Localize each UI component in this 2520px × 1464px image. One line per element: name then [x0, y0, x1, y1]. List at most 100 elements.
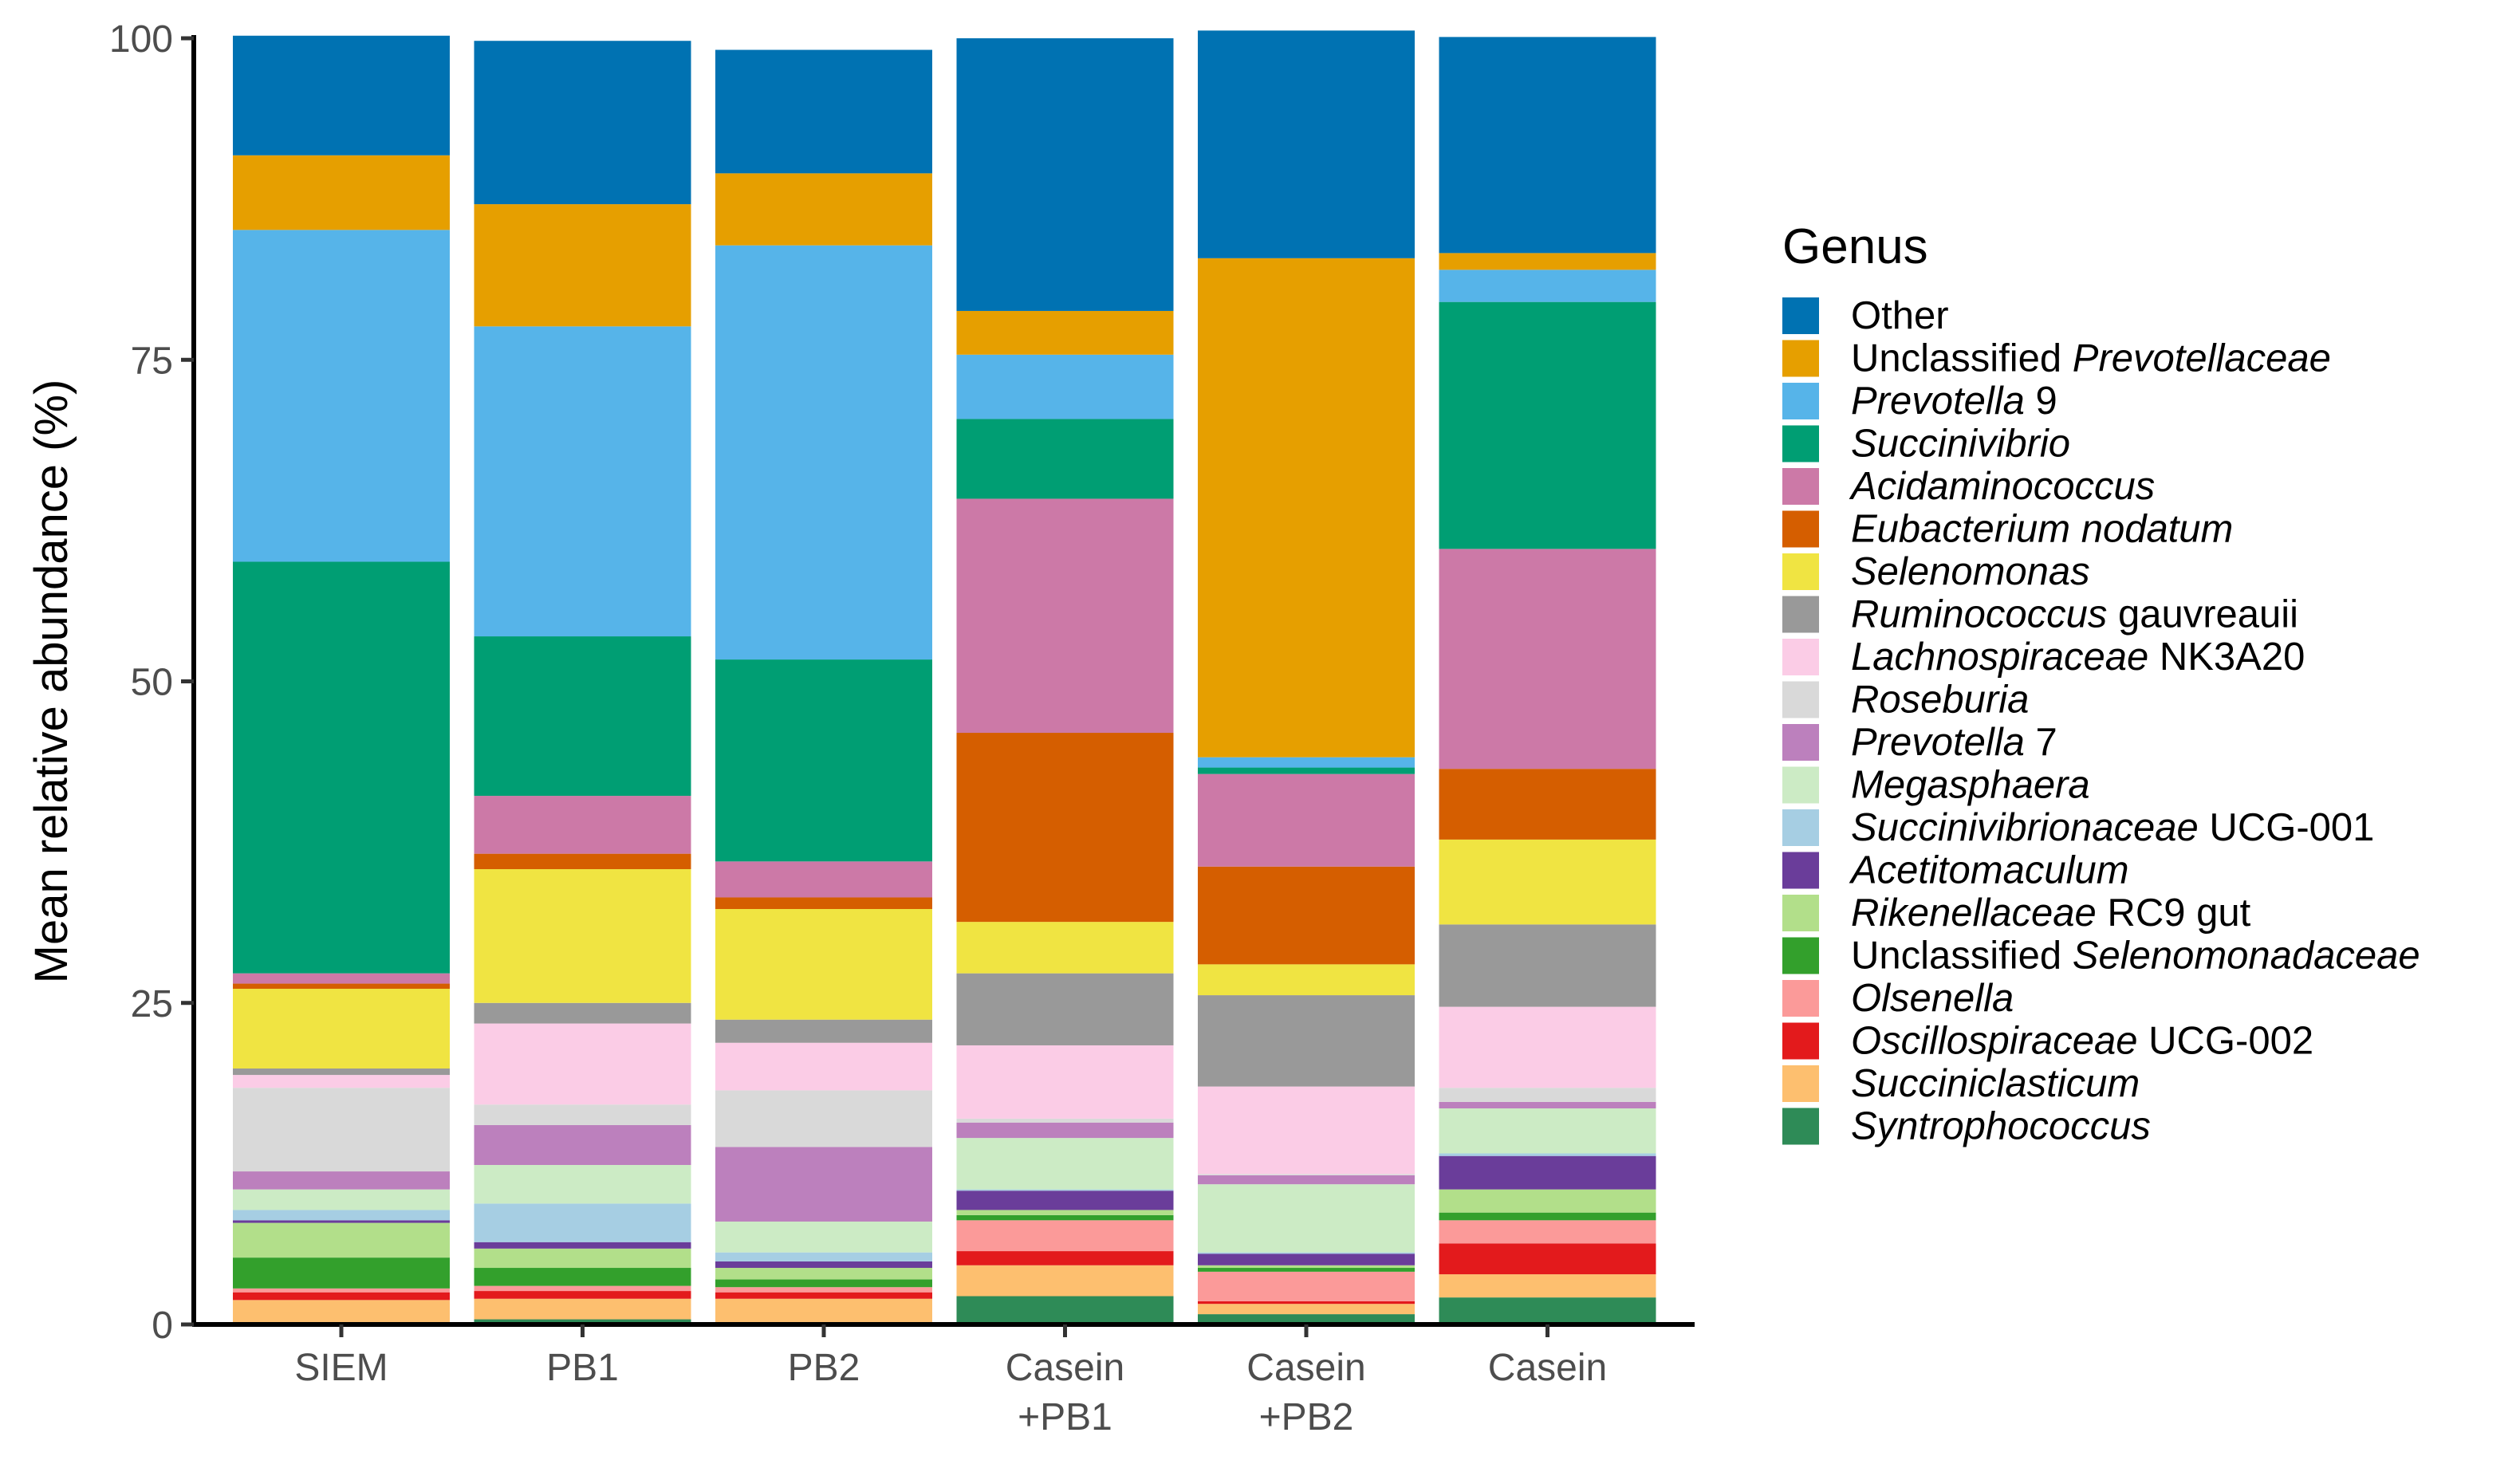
legend-item-eubacterium-nodatum: Eubacterium nodatum — [1782, 508, 2233, 551]
bar-segment-casein-pb2-unclassified-selenomonadaceae — [1198, 1268, 1415, 1272]
legend-swatch — [1782, 937, 1819, 974]
bar-segment-pb2-other — [715, 49, 932, 174]
bar-segment-siem-unclassified-selenomonadaceae — [233, 1257, 450, 1289]
legend-label: Prevotella 7 — [1851, 721, 2057, 764]
bar-segment-siem-unclassified-prevotellaceae — [233, 155, 450, 230]
bar-segment-casein-pb1-lachnospiraceae-nk3a20 — [956, 1045, 1174, 1119]
y-tick-label: 100 — [109, 18, 173, 61]
bar-segment-siem-roseburia — [233, 1088, 450, 1172]
bar-segment-casein-pb1-prevotella-7 — [956, 1122, 1174, 1139]
legend-swatch — [1782, 895, 1819, 931]
bar-segment-pb1-prevotella-7 — [474, 1124, 691, 1165]
legend-label: Lachnospiraceae NK3A20 — [1851, 636, 2305, 679]
bar-segment-casein-other — [1439, 37, 1656, 254]
bar-segment-pb2-rikenellaceae-rc9-gut — [715, 1268, 932, 1280]
bar-segment-siem-selenomonas — [233, 989, 450, 1069]
bar-segment-pb1-olsenella — [474, 1285, 691, 1292]
bar-segment-pb2-succiniclasticum — [715, 1298, 932, 1324]
bar-segment-casein-selenomonas — [1439, 839, 1656, 925]
legend-label: Succiniclasticum — [1851, 1062, 2140, 1105]
bar-segment-pb1-succinivibrionaceae-ucg-001 — [474, 1203, 691, 1242]
bar-segment-casein-pb2-roseburia — [1198, 1174, 1415, 1175]
x-tick-label-siem: SIEM — [294, 1347, 388, 1389]
legend-label: Rikenellaceae RC9 gut — [1851, 891, 2251, 935]
bar-segment-casein-pb2-selenomonas — [1198, 964, 1415, 996]
y-tick-label: 25 — [131, 983, 173, 1025]
legend-swatch — [1782, 383, 1819, 419]
bars-layer — [233, 30, 1656, 1324]
bar-segment-casein-roseburia — [1439, 1088, 1656, 1102]
bar-segment-casein-pb1-olsenella — [956, 1220, 1174, 1252]
legend-swatch — [1782, 852, 1819, 889]
bar-segment-pb2-ruminococcus-gauvreauii — [715, 1019, 932, 1043]
bar-segment-casein-pb2-succinivibrio — [1198, 767, 1415, 774]
bar-segment-pb1-lachnospiraceae-nk3a20 — [474, 1023, 691, 1105]
bar-segment-pb2-lachnospiraceae-nk3a20 — [715, 1042, 932, 1091]
bar-segment-casein-pb2-acetitomaculum — [1198, 1253, 1415, 1265]
y-tick-label: 75 — [131, 340, 173, 382]
bar-segment-pb2-megasphaera — [715, 1221, 932, 1253]
legend-swatch — [1782, 681, 1819, 718]
legend-swatch — [1782, 340, 1819, 377]
bar-segment-pb2-selenomonas — [715, 909, 932, 1020]
bar-segment-casein-pb2-prevotella-9 — [1198, 757, 1415, 768]
legend-label: Acetitomaculum — [1849, 849, 2129, 892]
bar-segment-pb1-rikenellaceae-rc9-gut — [474, 1248, 691, 1269]
bar-segment-casein-pb1-acetitomaculum — [956, 1190, 1174, 1210]
bar-segment-casein-pb1-selenomonas — [956, 922, 1174, 974]
legend-item-acetitomaculum: Acetitomaculum — [1782, 849, 2129, 892]
legend-item-succinivibrionaceae-ucg-001: Succinivibrionaceae UCG-001 — [1782, 806, 2374, 849]
legend-label: Acidaminococcus — [1849, 465, 2155, 508]
legend-swatch — [1782, 553, 1819, 590]
bar-segment-siem-prevotella-7 — [233, 1171, 450, 1190]
legend-swatch — [1782, 297, 1819, 334]
bar-segment-casein-pb1-succinivibrionaceae-ucg-001 — [956, 1189, 1174, 1191]
bar-segment-pb2-prevotella-7 — [715, 1147, 932, 1222]
bar-segment-casein-pb1-ruminococcus-gauvreauii — [956, 973, 1174, 1045]
bar-segment-pb1-prevotella-9 — [474, 326, 691, 637]
y-axis-title: Mean relative abundance (%) — [26, 380, 77, 984]
legend-item-ruminococcus-gauvreauii: Ruminococcus gauvreauii — [1782, 593, 2298, 636]
bar-segment-pb1-oscillospiraceae-ucg-002 — [474, 1291, 691, 1299]
bar-stack-siem — [233, 35, 450, 1324]
bar-segment-siem-succinivibrio — [233, 561, 450, 974]
legend-item-other: Other — [1782, 294, 1949, 337]
bar-segment-casein-pb1-roseburia — [956, 1118, 1174, 1123]
legend-label: Other — [1851, 294, 1949, 337]
bar-segment-pb1-syntrophococcus — [474, 1319, 691, 1324]
y-tick-label: 50 — [131, 662, 173, 704]
legend-swatch — [1782, 766, 1819, 804]
bar-segment-pb1-succinivibrio — [474, 636, 691, 797]
bar-segment-casein-unclassified-selenomonadaceae — [1439, 1212, 1656, 1221]
legend-label: Unclassified Selenomonadaceae — [1851, 935, 2420, 978]
legend-swatch — [1782, 724, 1819, 761]
legend-swatch — [1782, 468, 1819, 505]
legend-label: Megasphaera — [1851, 764, 2090, 807]
legend-swatch — [1782, 639, 1819, 675]
bar-segment-casein-succinivibrionaceae-ucg-001 — [1439, 1153, 1656, 1156]
legend-item-selenomonas: Selenomonas — [1782, 550, 2090, 593]
legend-label: Ruminococcus gauvreauii — [1851, 593, 2298, 636]
legend-item-succiniclasticum: Succiniclasticum — [1782, 1062, 2140, 1105]
bar-segment-casein-pb2-acidaminococcus — [1198, 773, 1415, 867]
bar-segment-pb2-succinivibrio — [715, 659, 932, 862]
bar-segment-siem-lachnospiraceae-nk3a20 — [233, 1075, 450, 1088]
bar-stack-casein — [1439, 37, 1656, 1324]
bar-segment-pb1-roseburia — [474, 1104, 691, 1125]
bar-segment-casein-eubacterium-nodatum — [1439, 769, 1656, 840]
bar-segment-casein-pb2-oscillospiraceae-ucg-002 — [1198, 1301, 1415, 1305]
bar-stack-pb1 — [474, 41, 691, 1324]
x-tick-label-casein-pb1: Casein +PB1 — [1006, 1347, 1124, 1438]
bar-segment-pb1-acetitomaculum — [474, 1242, 691, 1249]
bar-segment-pb1-selenomonas — [474, 868, 691, 1003]
bar-segment-pb1-ruminococcus-gauvreauii — [474, 1002, 691, 1024]
bar-segment-pb2-succinivibrionaceae-ucg-001 — [715, 1252, 932, 1261]
legend-swatch — [1782, 809, 1819, 846]
bar-segment-casein-pb2-unclassified-prevotellaceae — [1198, 258, 1415, 758]
bar-segment-casein-megasphaera — [1439, 1108, 1656, 1154]
bar-segment-casein-pb2-succiniclasticum — [1198, 1304, 1415, 1315]
bar-segment-casein-rikenellaceae-rc9-gut — [1439, 1189, 1656, 1213]
legend-label: Succinivibrionaceae UCG-001 — [1851, 806, 2374, 849]
bar-segment-siem-olsenella — [233, 1288, 450, 1293]
legend-swatch — [1782, 425, 1819, 462]
